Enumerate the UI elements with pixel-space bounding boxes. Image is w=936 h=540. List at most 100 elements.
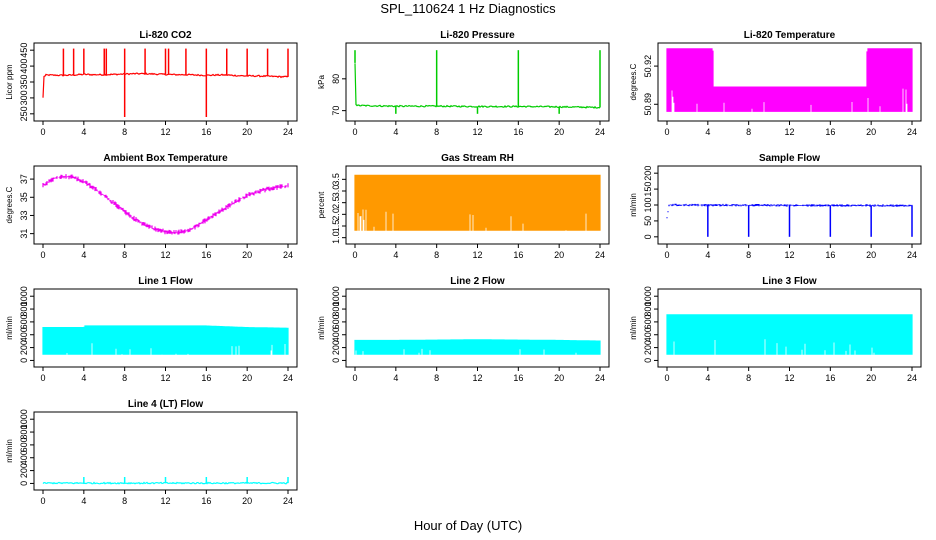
y-tick-label: 300 — [19, 90, 29, 105]
y-axis-label: ml/min — [629, 193, 638, 217]
x-tick-label: 20 — [866, 250, 876, 260]
x-tick-label: 8 — [122, 250, 127, 260]
panel-9: Line 3 Flow ml/min 0 4 8 12 16 20 24 0 20040060080… — [629, 276, 922, 383]
panel-4: Ambient Box Temperature degrees.C 0 4 8 12 16 2… — [5, 153, 298, 260]
x-tick-label: 0 — [40, 373, 45, 383]
panel-title: Line 2 Flow — [450, 276, 505, 287]
y-tick-label: 50.89 — [643, 93, 653, 116]
x-tick-label: 12 — [784, 250, 794, 260]
x-tick-label: 4 — [393, 127, 398, 137]
x-tick-label: 20 — [242, 373, 252, 383]
x-tick-label: 8 — [746, 373, 751, 383]
y-axis-label: degrees.C — [629, 63, 638, 100]
x-tick-label: 16 — [825, 373, 835, 383]
y-tick-label: 1.0 — [331, 231, 341, 244]
y-axis-label: ml/min — [629, 316, 638, 340]
y-tick-label: 400 — [19, 327, 29, 342]
panel-3: Li-820 Temperature degrees.C 0 4 8 12 16 20 24 50… — [629, 30, 922, 137]
x-tick-label: 12 — [160, 250, 170, 260]
x-tick-label: 20 — [866, 127, 876, 137]
y-tick-label: 0 — [19, 358, 29, 363]
y-tick-label: 600 — [19, 314, 29, 329]
x-tick-label: 24 — [283, 127, 293, 137]
x-tick-label: 0 — [664, 250, 669, 260]
panel-5: Gas Stream RH percent 0 4 8 12 16 20 24 1.01.52.0… — [317, 153, 610, 260]
y-tick-label: 600 — [19, 437, 29, 452]
x-tick-label: 8 — [122, 373, 127, 383]
y-tick-label: 200 — [643, 340, 653, 355]
y-axis-label: ml/min — [5, 439, 14, 463]
x-tick-label: 8 — [434, 250, 439, 260]
y-tick-label: 800 — [331, 302, 341, 317]
y-tick-label: 400 — [19, 450, 29, 465]
y-tick-label: 400 — [643, 327, 653, 342]
y-tick-label: 250 — [19, 106, 29, 121]
y-tick-label: 0 — [643, 358, 653, 363]
x-tick-label: 12 — [784, 373, 794, 383]
series-line — [42, 72, 289, 98]
series-band — [666, 48, 913, 112]
plot-area — [42, 477, 289, 485]
x-tick-label: 0 — [664, 373, 669, 383]
x-tick-label: 24 — [283, 250, 293, 260]
panel-title: Sample Flow — [759, 153, 820, 164]
chart-title: SPL_110624 1 Hz Diagnostics — [380, 1, 556, 16]
y-tick-label: 200 — [19, 463, 29, 478]
x-tick-label: 12 — [160, 496, 170, 506]
y-tick-label: 800 — [19, 302, 29, 317]
y-tick-label: 150 — [643, 182, 653, 197]
x-tick-label: 12 — [160, 127, 170, 137]
series-band — [354, 174, 601, 231]
x-tick-label: 24 — [907, 250, 917, 260]
y-tick-label: 50 — [643, 216, 653, 226]
x-tick-label: 0 — [40, 496, 45, 506]
y-tick-label: 0 — [19, 481, 29, 486]
x-tick-label: 16 — [513, 250, 523, 260]
y-tick-label: 0 — [331, 358, 341, 363]
y-tick-label: 1.5 — [331, 220, 341, 233]
y-tick-label: 37 — [19, 174, 29, 184]
x-tick-label: 12 — [472, 373, 482, 383]
x-tick-label: 8 — [746, 250, 751, 260]
y-tick-label: 1000 — [643, 286, 653, 306]
x-tick-label: 4 — [705, 127, 710, 137]
x-tick-label: 0 — [352, 373, 357, 383]
series-band — [42, 325, 289, 355]
panel-8: Line 2 Flow ml/min 0 4 8 12 16 20 24 0 20040060080… — [317, 276, 610, 383]
panel-2: Li-820 Pressure kPa 0 4 8 12 16 20 24 70 80 — [317, 30, 610, 137]
x-tick-label: 20 — [866, 373, 876, 383]
y-tick-label: 1000 — [19, 409, 29, 429]
plot-area — [42, 325, 289, 355]
y-tick-label: 70 — [331, 106, 341, 116]
x-tick-label: 0 — [40, 127, 45, 137]
x-tick-label: 16 — [513, 373, 523, 383]
y-tick-label: 1000 — [19, 286, 29, 306]
y-axis-label: ml/min — [5, 316, 14, 340]
x-tick-label: 16 — [201, 127, 211, 137]
x-tick-label: 8 — [434, 373, 439, 383]
y-tick-label: 0 — [643, 234, 653, 239]
plot-area — [666, 203, 913, 237]
x-tick-label: 16 — [825, 127, 835, 137]
x-tick-label: 16 — [201, 496, 211, 506]
series-line — [354, 63, 601, 109]
x-tick-label: 16 — [513, 127, 523, 137]
x-tick-label: 8 — [746, 127, 751, 137]
x-tick-label: 4 — [81, 373, 86, 383]
x-tick-label: 0 — [352, 127, 357, 137]
plot-frame — [345, 288, 610, 368]
panel-title: Line 1 Flow — [138, 276, 193, 287]
x-tick-label: 24 — [283, 496, 293, 506]
y-tick-label: 33 — [19, 210, 29, 220]
x-tick-label: 12 — [160, 373, 170, 383]
y-tick-label: 100 — [643, 197, 653, 212]
x-tick-label: 8 — [122, 127, 127, 137]
x-tick-label: 24 — [907, 373, 917, 383]
plot-area — [666, 314, 913, 355]
y-tick-label: 200 — [331, 340, 341, 355]
y-axis-label: ml/min — [317, 316, 326, 340]
y-tick-label: 600 — [331, 314, 341, 329]
y-tick-label: 3.5 — [331, 173, 341, 186]
panel-10: Line 4 (LT) Flow ml/min 0 4 8 12 16 20 24 0 200400… — [5, 399, 298, 506]
